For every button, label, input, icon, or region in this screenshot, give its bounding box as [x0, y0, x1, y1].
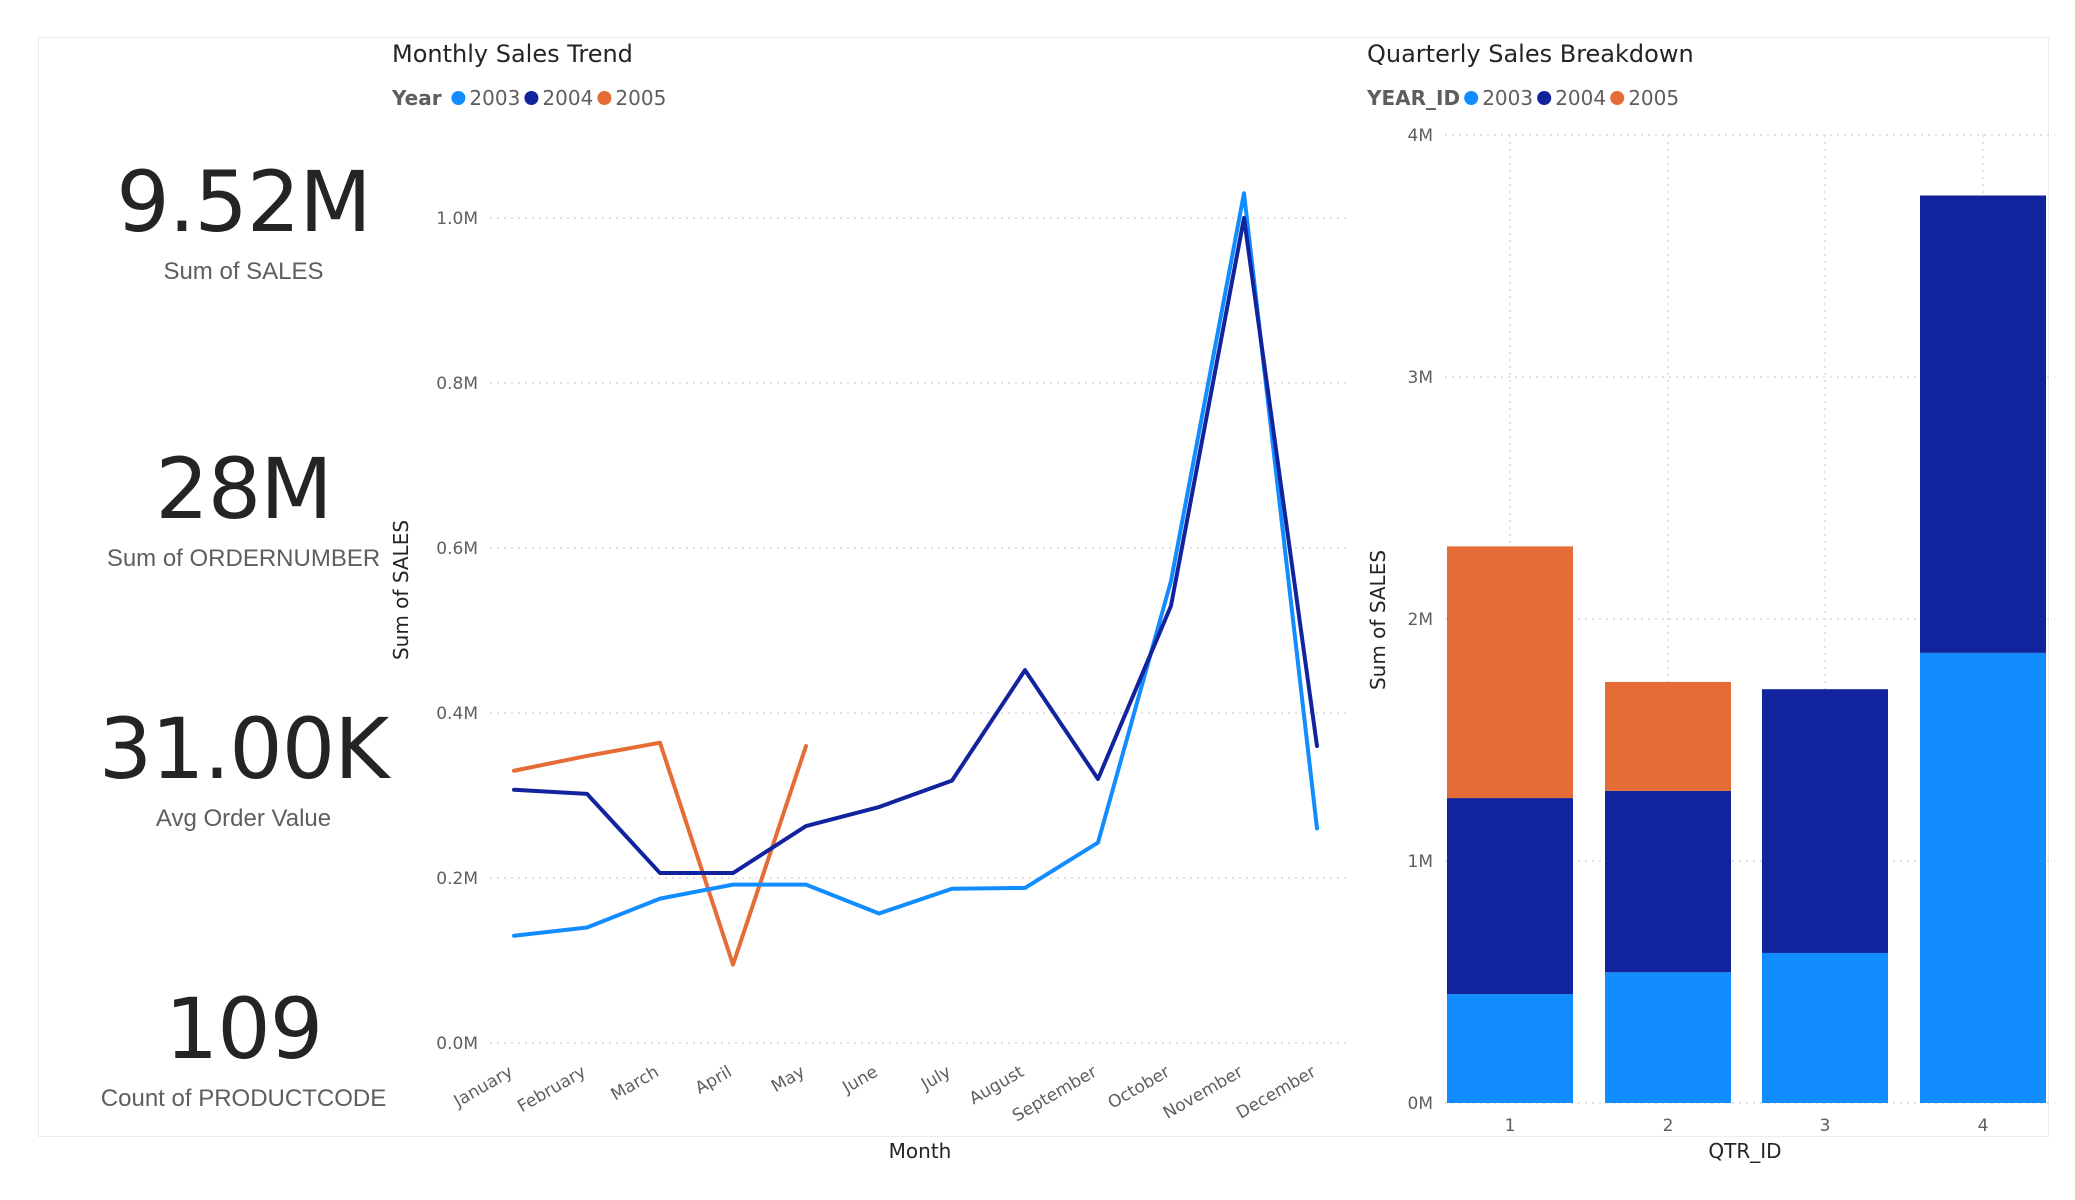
legend-marker [1610, 91, 1625, 105]
y-axis-title: Sum of SALES [389, 520, 413, 660]
y-tick-label: 0.2M [436, 869, 478, 889]
quarterly-sales-bar-chart[interactable]: Quarterly Sales Breakdown YEAR_ID 2003 2004… [1355, 30, 2065, 1180]
legend-label: 2005 [615, 86, 666, 110]
y-tick-label: 0.6M [436, 539, 478, 559]
x-tick-label: March [608, 1062, 663, 1105]
x-tick-label: January [450, 1062, 517, 1112]
bar-segment-q2-2004 [1605, 790, 1731, 973]
x-tick-label: May [768, 1062, 808, 1097]
series-line-2004 [512, 216, 1319, 876]
x-tick-label: April [692, 1062, 736, 1099]
bar-segment-q1-2003 [1447, 994, 1573, 1103]
kpi-card-avg-order-value[interactable]: 31.00K Avg Order Value [36, 707, 451, 833]
legend-marker [1537, 91, 1552, 105]
bar-segment-q4-2003 [1920, 652, 2046, 1103]
x-tick-label: 4 [1978, 1116, 1989, 1136]
kpi-value: 28M [155, 440, 332, 538]
kpi-value: 31.00K [98, 700, 390, 798]
kpi-card-productcode[interactable]: 109 Count of PRODUCTCODE [36, 987, 451, 1113]
x-tick-label: 3 [1820, 1116, 1831, 1136]
legend-marker [597, 91, 612, 105]
legend-label: 2004 [542, 86, 593, 110]
legend-label: 2004 [1555, 86, 1606, 110]
x-tick-label: February [514, 1062, 589, 1117]
bar-segment-q2-2005 [1605, 681, 1731, 791]
kpi-label: Count of PRODUCTCODE [100, 1085, 387, 1112]
y-tick-label: 3M [1408, 368, 1433, 388]
legend-label: 2003 [469, 86, 520, 110]
x-tick-label: December [1233, 1062, 1319, 1123]
series-line-2005 [512, 740, 808, 967]
y-tick-label: 4M [1408, 126, 1433, 146]
y-tick-label: 0.0M [436, 1034, 478, 1054]
x-tick-label: July [917, 1062, 954, 1095]
kpi-card-sales[interactable]: 9.52M Sum of SALES [36, 160, 451, 286]
y-tick-label: 1M [1408, 852, 1433, 872]
y-axis-title: Sum of SALES [1366, 550, 1390, 690]
bar-segment-q1-2004 [1447, 798, 1573, 995]
x-tick-label: June [839, 1062, 882, 1098]
kpi-card-ordernumber[interactable]: 28M Sum of ORDERNUMBER [36, 447, 451, 573]
kpi-label: Avg Order Value [155, 805, 332, 832]
bar-segment-q3-2004 [1762, 689, 1888, 953]
x-axis-title: QTR_ID [1708, 1139, 1781, 1163]
y-tick-label: 0.4M [436, 704, 478, 724]
legend-label: 2005 [1628, 86, 1679, 110]
x-tick-label: 2 [1663, 1116, 1674, 1136]
bar-segment-q1-2005 [1447, 546, 1573, 799]
y-tick-label: 1.0M [436, 209, 478, 229]
monthly-sales-line-chart[interactable]: Monthly Sales Trend Year 2003 2004 2005 0.0M 0… [380, 30, 1360, 1180]
x-tick-label: August [966, 1062, 1028, 1109]
kpi-label: Sum of SALES [163, 258, 324, 285]
legend-marker [451, 91, 466, 105]
x-axis-title: Month [889, 1139, 952, 1163]
chart-title: Monthly Sales Trend [392, 40, 633, 68]
kpi-label: Sum of ORDERNUMBER [106, 545, 381, 572]
y-tick-label: 0M [1408, 1094, 1433, 1114]
legend-title: YEAR_ID [1366, 86, 1460, 110]
legend-label: 2003 [1482, 86, 1533, 110]
kpi-value: 109 [164, 980, 323, 1078]
legend-marker [524, 91, 539, 105]
series-line-2003 [512, 191, 1319, 938]
legend-marker [1464, 91, 1479, 105]
bar-segment-q4-2004 [1920, 195, 2046, 653]
x-tick-label: 1 [1505, 1116, 1516, 1136]
legend-title: Year [391, 86, 442, 110]
y-tick-label: 0.8M [436, 374, 478, 394]
bar-segment-q2-2003 [1605, 972, 1731, 1103]
x-tick-label: November [1160, 1062, 1247, 1124]
y-tick-label: 2M [1408, 610, 1433, 630]
bar-segment-q3-2003 [1762, 952, 1888, 1103]
chart-title: Quarterly Sales Breakdown [1367, 40, 1694, 68]
kpi-value: 9.52M [116, 153, 372, 251]
report-canvas [38, 37, 2049, 1137]
